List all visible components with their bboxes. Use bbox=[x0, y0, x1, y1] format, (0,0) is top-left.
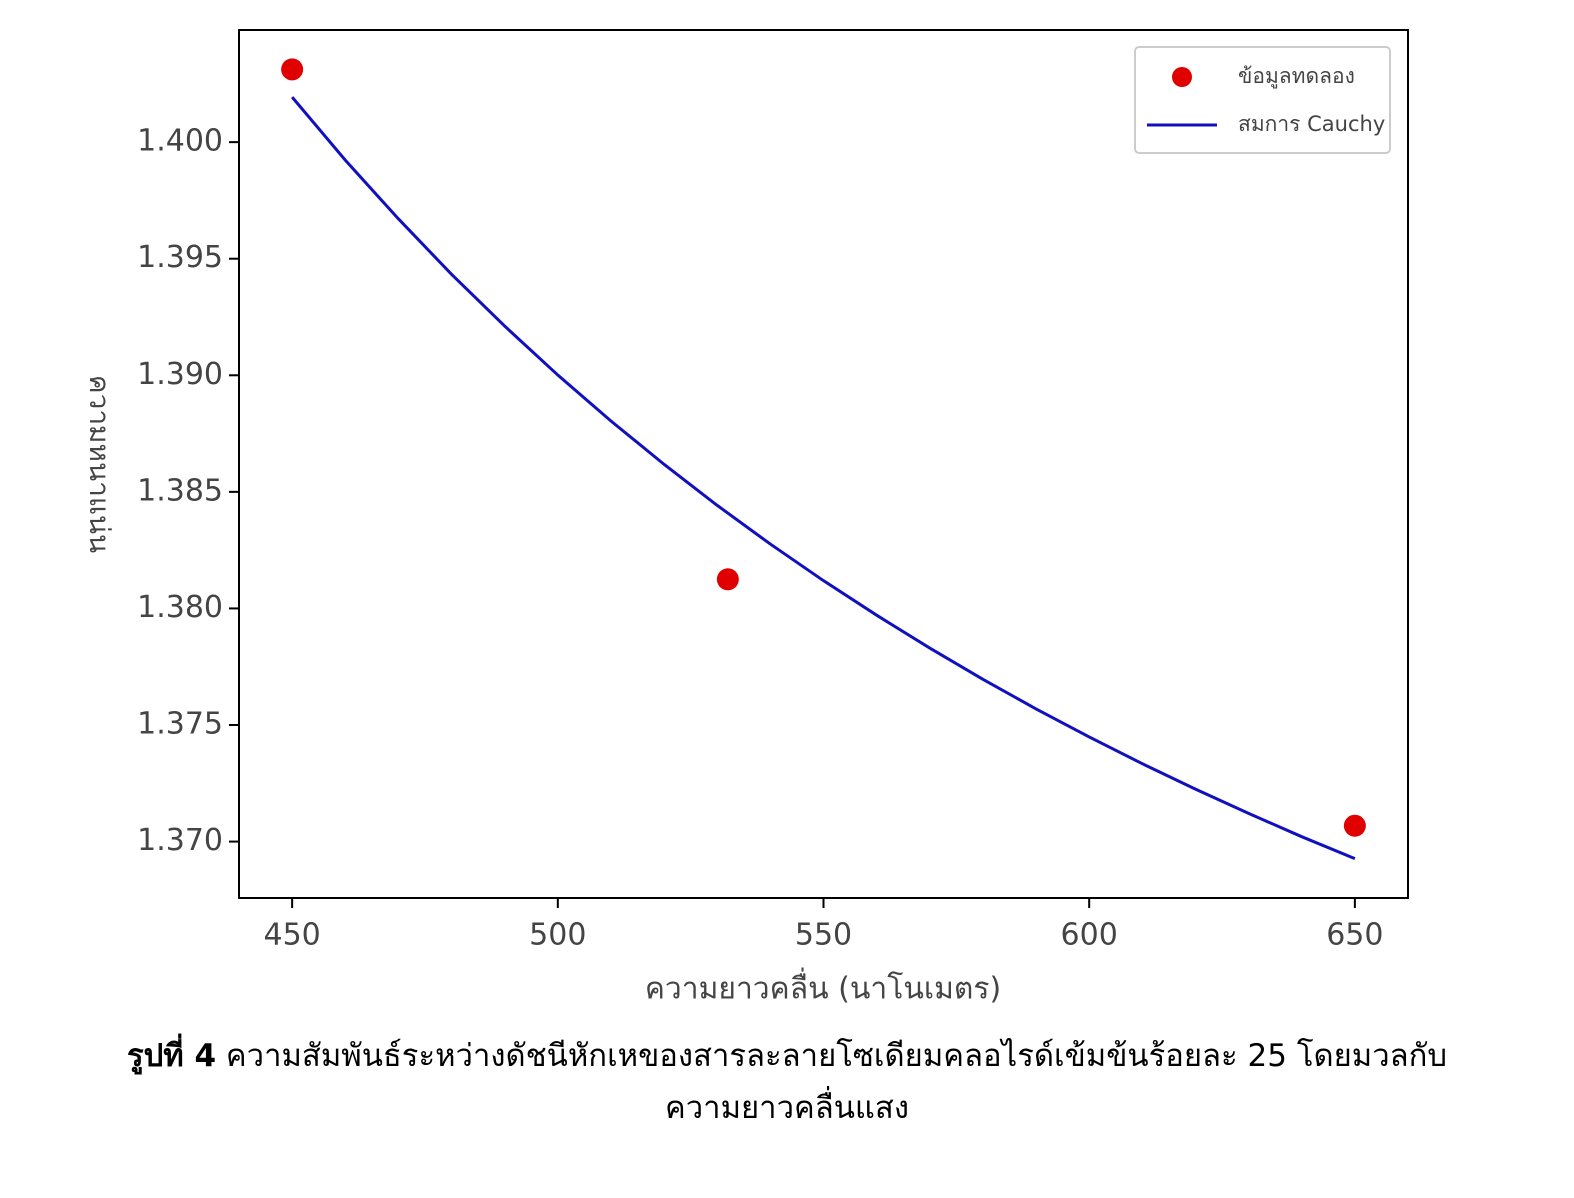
y-tick-label: 1.380 bbox=[137, 590, 223, 625]
legend-box bbox=[1134, 46, 1391, 154]
y-tick-label: 1.385 bbox=[137, 473, 223, 508]
fit-line bbox=[290, 96, 1356, 860]
legend-marker bbox=[1172, 67, 1192, 87]
x-tick-label: 650 bbox=[1326, 918, 1383, 953]
legend-label: ข้อมูลทดลอง bbox=[1238, 64, 1355, 89]
data-point bbox=[716, 568, 739, 591]
caption-text: ความสัมพันธ์ระหว่างดัชนีหักเหของสารละลาย… bbox=[225, 1038, 1448, 1126]
y-axis-label: ความหนาแน่น bbox=[83, 375, 116, 553]
plot-frame bbox=[238, 29, 1409, 899]
y-tick-label: 1.370 bbox=[137, 823, 223, 858]
y-tick-label: 1.375 bbox=[137, 707, 223, 742]
data-point bbox=[281, 58, 304, 81]
caption: รูปที่ 4 ความสัมพันธ์ระหว่างดัชนีหักเหขอ… bbox=[120, 1030, 1454, 1134]
data-point bbox=[1343, 814, 1366, 837]
y-tick-label: 1.400 bbox=[137, 124, 223, 159]
x-tick-label: 500 bbox=[529, 918, 586, 953]
y-tick-label: 1.390 bbox=[137, 357, 223, 392]
y-tick-label: 1.395 bbox=[137, 240, 223, 275]
legend-label: สมการ Cauchy bbox=[1238, 112, 1385, 136]
x-tick-label: 600 bbox=[1061, 918, 1118, 953]
x-tick-label: 550 bbox=[795, 918, 852, 953]
caption-label: รูปที่ 4 bbox=[126, 1038, 217, 1074]
x-axis-label: ความยาวคลื่น (นาโนเมตร) bbox=[645, 968, 1001, 1007]
chart: ความหนาแน่น ความยาวคลื่น (นาโนเมตร) 450 5… bbox=[83, 29, 1409, 1007]
x-tick-label: 450 bbox=[264, 918, 321, 953]
